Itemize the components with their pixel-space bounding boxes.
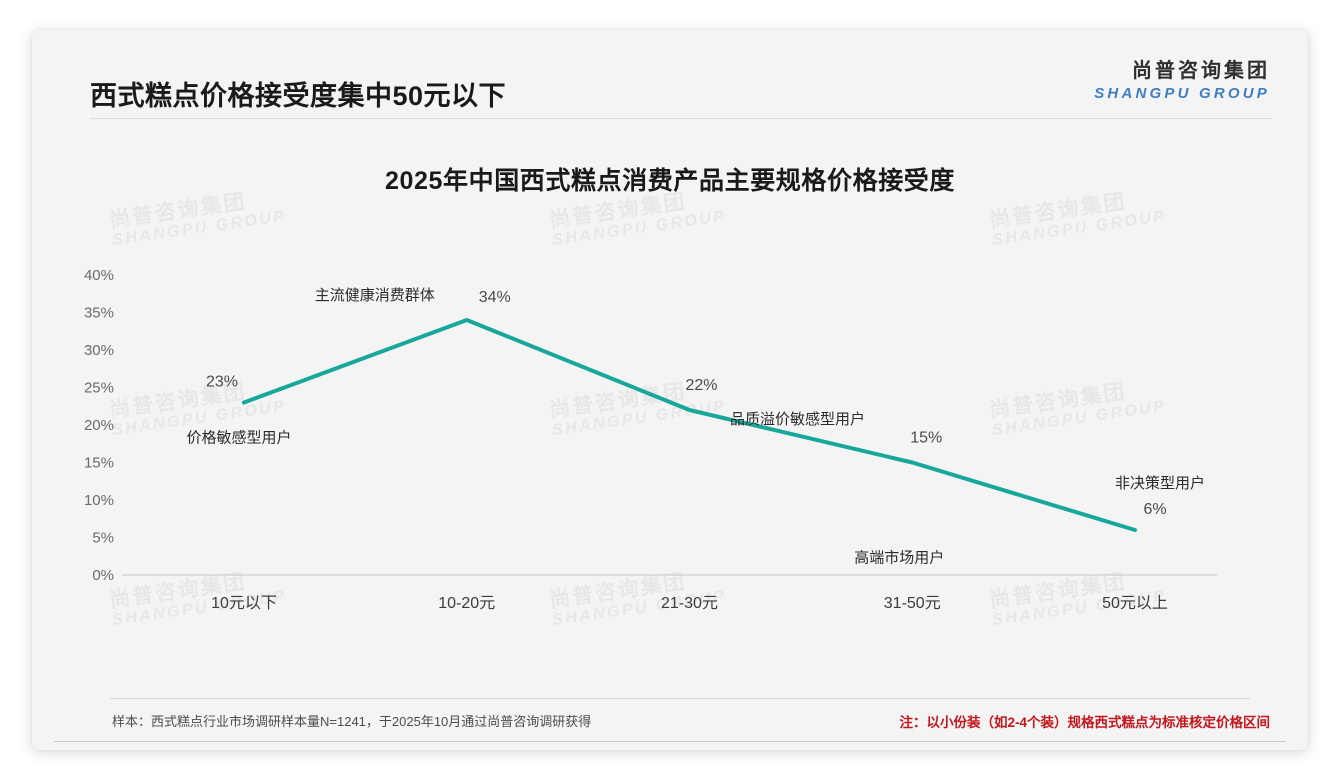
line-chart: 0% 5% 10% 15% 20% 25% 30% 35% 40% 10元以下 10-20元 21-… [32,30,1308,750]
y-axis-tick-label: 0% [92,567,114,584]
y-axis-tick-label: 35% [84,305,114,322]
data-point-annotation: 非决策型用户 [1115,475,1205,492]
data-value-label: 22% [685,377,717,394]
data-value-label: 23% [206,374,238,391]
page-title: 西式糕点价格接受度集中50元以下 [90,81,507,111]
x-axis-tick-label: 31-50元 [884,595,941,612]
data-value-label: 15% [910,430,942,447]
slide-header: 西式糕点价格接受度集中50元以下 尚普咨询集团 SHANGPU GROUP [32,30,1308,120]
logo-chinese-text: 尚普咨询集团 [1132,60,1270,82]
y-axis-tick-label: 20% [84,417,114,434]
notes-divider [110,698,1250,699]
y-axis-tick-label: 5% [92,530,114,547]
data-point-annotation: 主流健康消费群体 [315,287,435,304]
y-axis-tick-label: 10% [84,492,114,509]
data-point-annotation: 品质溢价敏感型用户 [730,411,865,428]
chart-title: 2025年中国西式糕点消费产品主要规格价格接受度 [384,167,956,195]
data-point-annotation: 高端市场用户 [854,550,944,567]
x-axis-labels: 10元以下 10-20元 21-30元 31-50元 50元以上 [211,594,1168,612]
x-axis-tick-label: 10元以下 [211,595,277,612]
x-axis-tick-label: 10-20元 [438,595,495,612]
logo-english-text: SHANGPU GROUP [1094,85,1270,102]
footer-divider [54,741,1286,742]
y-axis-tick-label: 25% [84,380,114,397]
data-value-label: 34% [479,289,511,306]
y-axis-tick-label: 15% [84,455,114,472]
x-axis-tick-label: 21-30元 [661,595,718,612]
header-divider [90,118,1272,119]
data-value-labels: 23% 34% 22% 15% 6% [206,289,1167,518]
company-logo: 尚普咨询集团 SHANGPU GROUP [1094,60,1270,102]
x-axis-tick-label: 50元以上 [1102,594,1168,612]
y-axis-tick-label: 40% [84,267,114,284]
y-axis-labels: 0% 5% 10% 15% 20% 25% 30% 35% 40% [84,267,114,584]
data-series-line [242,318,1137,532]
sample-note: 样本：西式糕点行业市场调研样本量N=1241，于2025年10月通过尚普咨询调研… [112,714,592,729]
data-value-label: 6% [1143,501,1166,518]
data-point-annotation: 价格敏感型用户 [186,430,291,447]
red-note: 注：以小份装（如2-4个装）规格西式糕点为标准核定价格区间 [899,715,1270,730]
slide-canvas: 尚普咨询集团 SHANGPU GROUP 尚普咨询集团 SHANGPU GROUP 尚普… [32,30,1308,750]
y-axis-tick-label: 30% [84,342,114,359]
